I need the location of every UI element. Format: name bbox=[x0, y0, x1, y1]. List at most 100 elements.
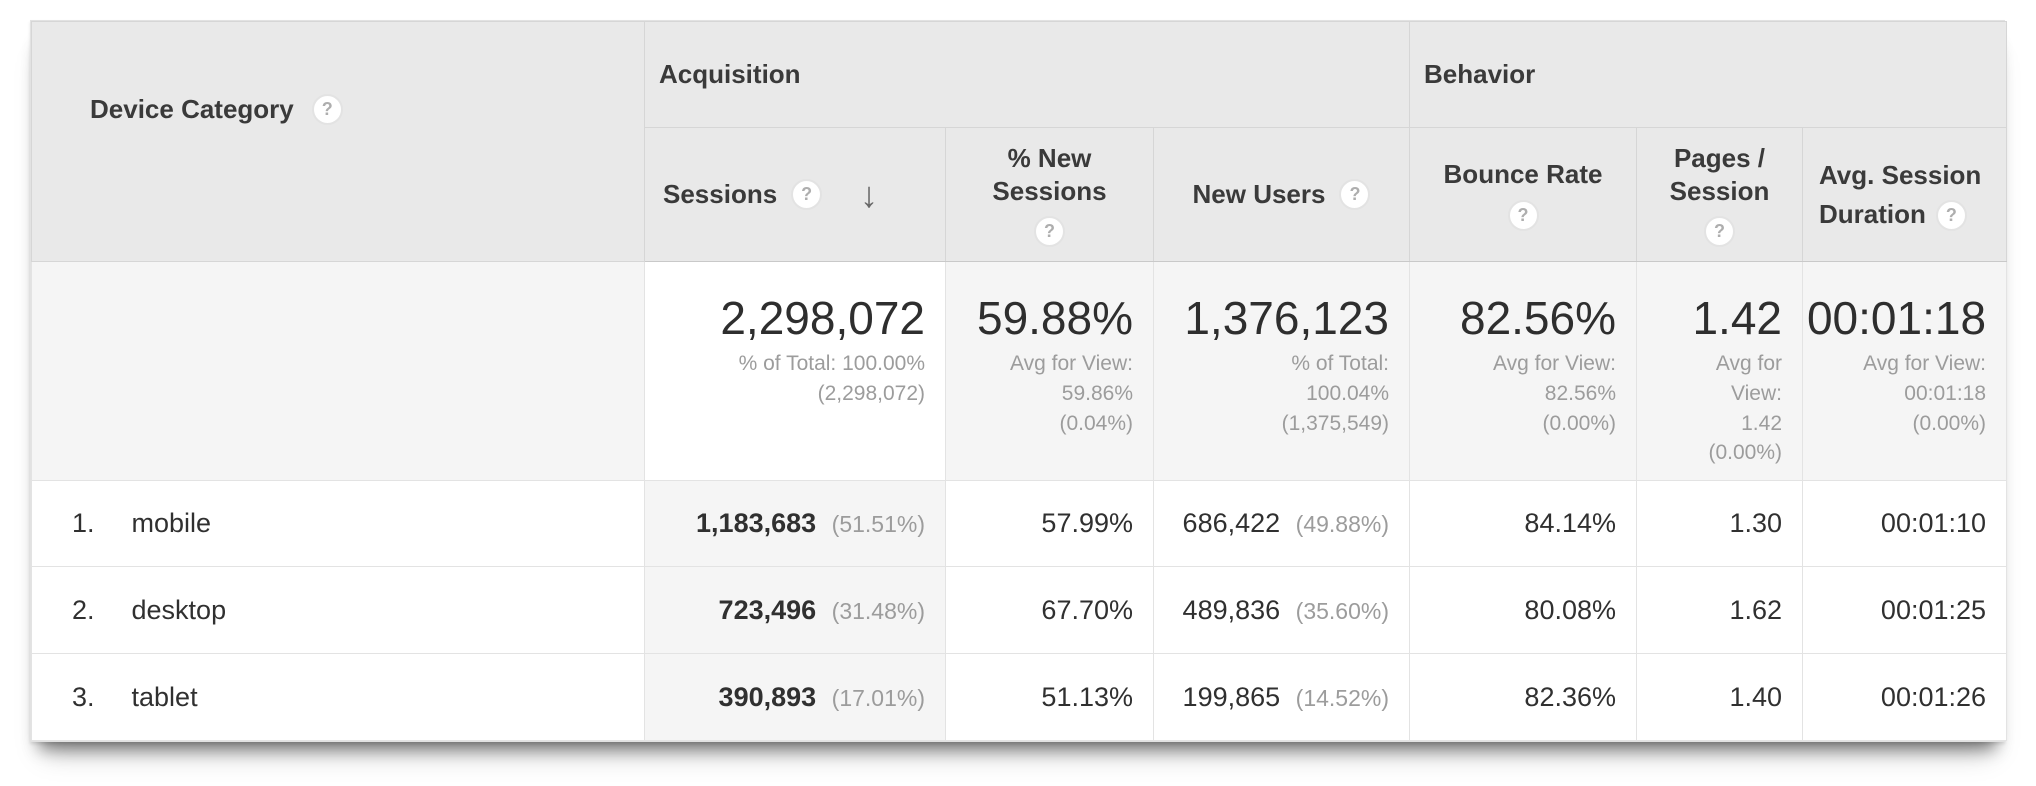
help-icon[interactable]: ? bbox=[791, 179, 823, 210]
bounce-rate-cell: 84.14% bbox=[1409, 479, 1637, 568]
totals-new-users-cell: 1,376,123 % of Total: 100.04% (1,375,549… bbox=[1153, 261, 1410, 481]
device-category-header-label: Device Category bbox=[90, 93, 294, 124]
sessions-column-header[interactable]: Sessions ? ↓ bbox=[644, 127, 946, 262]
totals-subline: Avg for bbox=[1715, 351, 1782, 375]
pages-per-session-cell: 1.62 bbox=[1636, 566, 1803, 655]
totals-subline: (0.00%) bbox=[1542, 411, 1616, 435]
dimension-cell: 1. mobile bbox=[31, 479, 645, 568]
totals-pct-new-sessions-cell: 59.88% Avg for View: 59.86% (0.04%) bbox=[945, 261, 1154, 481]
acquisition-group-header: Acquisition bbox=[644, 21, 1410, 128]
totals-bounce-rate-cell: 82.56% Avg for View: 82.56% (0.00%) bbox=[1409, 261, 1637, 481]
group-header-row: Device Category ? Acquisition Behavior bbox=[31, 21, 2008, 262]
avg-session-duration-value: 00:01:26 bbox=[1880, 681, 1987, 712]
sessions-value: 723,496 bbox=[718, 594, 817, 625]
bounce-rate-value: 82.36% bbox=[1524, 681, 1616, 712]
totals-avg-session-duration-value: 00:01:18 bbox=[1806, 292, 1987, 344]
avg-session-duration-header-label: Avg. Session Duration bbox=[1819, 159, 1982, 229]
totals-subline: (2,298,072) bbox=[817, 381, 925, 405]
pages-per-session-value: 1.30 bbox=[1729, 507, 1782, 538]
pct-new-sessions-cell: 57.99% bbox=[945, 479, 1154, 568]
new-users-value: 686,422 bbox=[1182, 507, 1281, 538]
device-category-column-header[interactable]: Device Category ? bbox=[31, 21, 645, 262]
totals-subline: (1,375,549) bbox=[1281, 411, 1389, 435]
totals-subline: (0.00%) bbox=[1912, 411, 1987, 435]
pct-new-sessions-cell: 67.70% bbox=[945, 566, 1154, 655]
sessions-value: 390,893 bbox=[718, 681, 817, 712]
pages-per-session-cell: 1.40 bbox=[1636, 653, 1803, 741]
totals-subline: % of Total: bbox=[1291, 351, 1389, 375]
totals-subline: Avg for View: bbox=[1863, 351, 1987, 375]
report-card: Device Category ? Acquisition Behavior bbox=[30, 20, 2008, 742]
help-icon[interactable]: ? bbox=[311, 93, 343, 125]
sessions-cell: 1,183,683 (51.51%) bbox=[644, 479, 946, 568]
help-icon[interactable]: ? bbox=[1034, 216, 1065, 247]
totals-subline: (0.00%) bbox=[1708, 441, 1782, 465]
acquisition-group-label: Acquisition bbox=[659, 59, 801, 89]
sessions-cell: 390,893 (17.01%) bbox=[644, 653, 946, 741]
avg-session-duration-value: 00:01:10 bbox=[1880, 507, 1987, 538]
totals-pages-per-session-cell: 1.42 Avg for View: 1.42 (0.00%) bbox=[1636, 261, 1803, 481]
totals-subline: 100.04% bbox=[1306, 381, 1389, 405]
sessions-share: (31.48%) bbox=[831, 597, 925, 624]
new-users-value: 489,836 bbox=[1182, 594, 1281, 625]
pct-new-sessions-cell: 51.13% bbox=[945, 653, 1154, 741]
row-index: 1. bbox=[72, 507, 95, 538]
totals-subline: 1.42 bbox=[1741, 411, 1782, 435]
avg-session-duration-cell: 00:01:10 bbox=[1801, 479, 2008, 568]
totals-subline: 82.56% bbox=[1544, 381, 1616, 405]
totals-sessions-cell: 2,298,072 % of Total: 100.00% (2,298,072… bbox=[644, 261, 946, 481]
new-users-share: (14.52%) bbox=[1295, 684, 1389, 711]
device-category-value: desktop bbox=[131, 594, 227, 625]
device-category-table: Device Category ? Acquisition Behavior bbox=[31, 21, 2008, 741]
pct-new-sessions-header-label: % New Sessions bbox=[992, 143, 1107, 206]
pages-per-session-value: 1.62 bbox=[1729, 594, 1782, 625]
help-icon[interactable]: ? bbox=[1507, 199, 1539, 231]
totals-subline: 59.86% bbox=[1061, 381, 1133, 405]
sessions-value: 1,183,683 bbox=[696, 507, 817, 538]
bounce-rate-value: 80.08% bbox=[1524, 594, 1616, 625]
avg-session-duration-cell: 00:01:26 bbox=[1801, 653, 2008, 741]
totals-subline: (0.04%) bbox=[1059, 411, 1133, 435]
totals-pages-per-session-value: 1.42 bbox=[1692, 292, 1782, 344]
totals-subline: % of Total: 100.00% bbox=[738, 351, 925, 375]
sessions-header-label: Sessions bbox=[663, 179, 778, 210]
new-users-value: 199,865 bbox=[1182, 681, 1281, 712]
totals-subline: 00:01:18 bbox=[1904, 381, 1987, 405]
bounce-rate-column-header[interactable]: Bounce Rate ? bbox=[1409, 127, 1637, 262]
pct-new-sessions-value: 67.70% bbox=[1041, 594, 1133, 625]
bounce-rate-cell: 82.36% bbox=[1409, 653, 1637, 741]
totals-subline: View: bbox=[1731, 381, 1782, 405]
bounce-rate-header-label: Bounce Rate bbox=[1443, 159, 1603, 190]
column-header-row: Sessions ? ↓ % New Sessions ? New bbox=[32, 127, 2008, 262]
table-row-mobile: 1. mobile 1,183,683 (51.51%) 57.99% 686,… bbox=[31, 479, 2008, 568]
pages-per-session-cell: 1.30 bbox=[1636, 479, 1803, 568]
bounce-rate-cell: 80.08% bbox=[1409, 566, 1637, 655]
totals-subline: Avg for View: bbox=[1493, 351, 1616, 375]
totals-sessions-value: 2,298,072 bbox=[720, 292, 925, 344]
pages-per-session-header-label: Pages / Session bbox=[1669, 143, 1770, 206]
avg-session-duration-column-header[interactable]: Avg. Session Duration? bbox=[1801, 127, 2008, 262]
totals-row: 2,298,072 % of Total: 100.00% (2,298,072… bbox=[31, 261, 2008, 481]
pct-new-sessions-value: 51.13% bbox=[1041, 681, 1133, 712]
new-users-cell: 199,865 (14.52%) bbox=[1153, 653, 1410, 741]
totals-subline: Avg for View: bbox=[1010, 351, 1133, 375]
totals-dimension-cell bbox=[31, 261, 645, 481]
table-row-desktop: 2. desktop 723,496 (31.48%) 67.70% 489,8… bbox=[31, 566, 2008, 655]
help-icon[interactable]: ? bbox=[1339, 179, 1371, 210]
help-icon[interactable]: ? bbox=[1935, 200, 1967, 232]
behavior-group-label: Behavior bbox=[1424, 59, 1536, 89]
new-users-header-label: New Users bbox=[1192, 179, 1326, 210]
bounce-rate-value: 84.14% bbox=[1524, 507, 1616, 538]
pages-per-session-column-header[interactable]: Pages / Session ? bbox=[1636, 127, 1803, 262]
new-users-column-header[interactable]: New Users ? bbox=[1153, 127, 1410, 262]
totals-avg-session-duration-cell: 00:01:18 Avg for View: 00:01:18 (0.00%) bbox=[1801, 261, 2008, 481]
table-row-tablet: 3. tablet 390,893 (17.01%) 51.13% 199,86… bbox=[31, 653, 2008, 741]
new-users-cell: 686,422 (49.88%) bbox=[1153, 479, 1410, 568]
help-icon[interactable]: ? bbox=[1704, 216, 1735, 247]
pct-new-sessions-column-header[interactable]: % New Sessions ? bbox=[945, 127, 1154, 262]
avg-session-duration-value: 00:01:25 bbox=[1880, 594, 1987, 625]
sessions-share: (51.51%) bbox=[831, 510, 925, 537]
row-index: 3. bbox=[72, 681, 95, 712]
pct-new-sessions-value: 57.99% bbox=[1041, 507, 1133, 538]
